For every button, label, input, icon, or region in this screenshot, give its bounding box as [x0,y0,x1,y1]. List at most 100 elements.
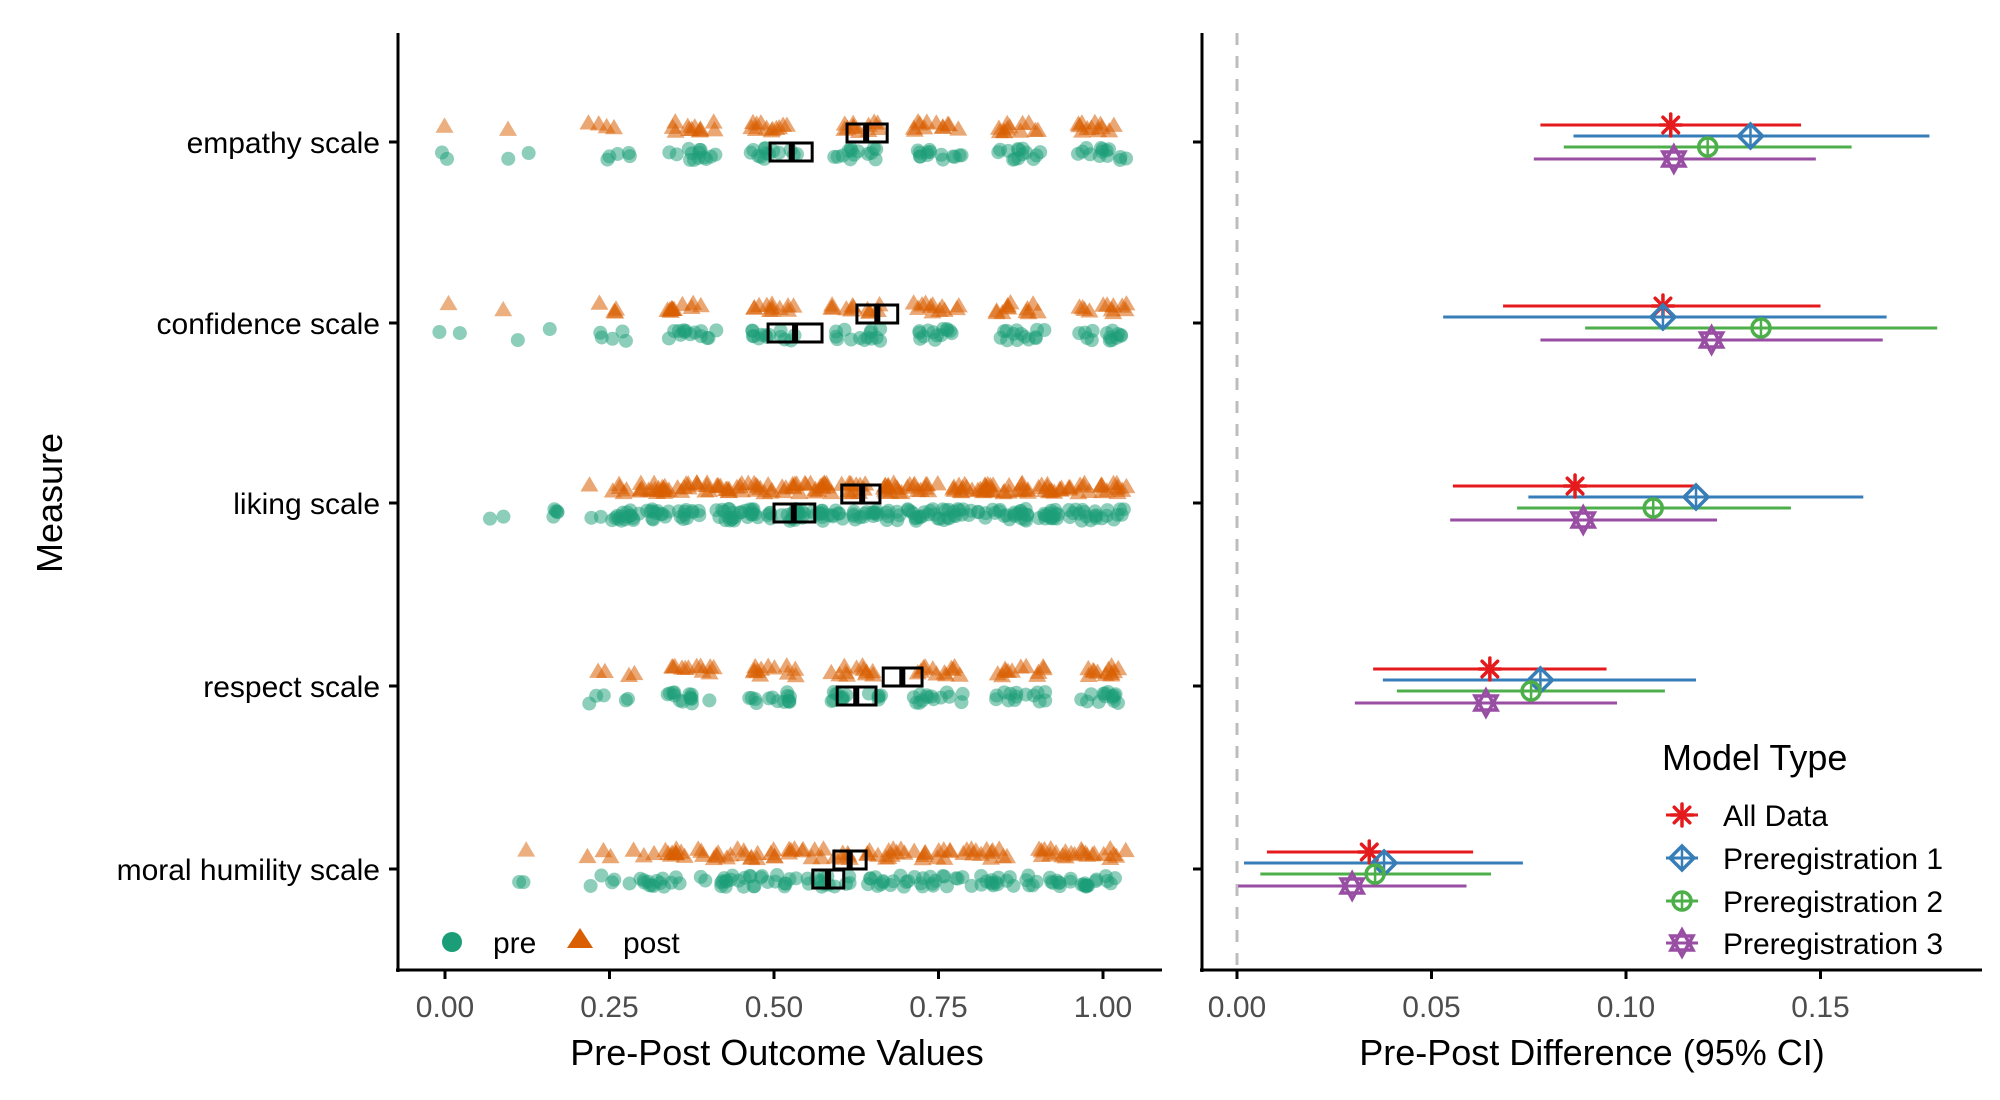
pre-point [865,505,880,520]
post-point [1013,474,1032,490]
pre-point [632,506,647,521]
estimate-point [1565,476,1585,496]
post-point [1080,302,1099,318]
post-point [691,120,710,136]
model-type-legend: Model Type All Data Preregistration 1 Prer… [1662,737,1943,961]
pre-point [1089,872,1104,887]
pre-point [1092,149,1107,164]
post-point [604,118,623,135]
post-point [689,840,708,856]
post-point [774,116,793,132]
pre-point [1074,692,1089,707]
pre-point [496,509,511,524]
right-x-tick-label: 0.05 [1402,991,1460,1024]
pre-point [683,691,698,706]
legend-item-label: Preregistration 2 [1723,886,1943,919]
pre-point [843,152,858,167]
left-x-axis-title: Pre-Post Outcome Values [570,1032,984,1073]
post-point [1018,483,1037,499]
post-point [1017,302,1036,319]
post-point [499,120,518,136]
post-point [642,481,661,498]
right-interval-layer [1238,112,1938,903]
post-point [1013,114,1032,130]
y-tick-label: respect scale [203,671,380,704]
pre-point [797,506,812,521]
pre-point [942,689,957,704]
legend-pre-marker [442,932,462,952]
post-point [818,478,837,494]
pre-point [683,152,698,167]
x-tick-label: 1.00 [1074,991,1132,1024]
pre-point [510,333,525,348]
pre-point [1072,506,1087,521]
pre-point [964,878,979,893]
pre-point [900,502,915,517]
post-point [857,663,876,679]
pre-point [693,143,708,158]
pre-point [912,145,927,160]
pre-point [912,324,927,339]
pre-point [605,331,620,346]
post-point [1104,116,1123,132]
pre-point [501,151,516,166]
pre-point [1078,325,1093,340]
post-point [1116,841,1135,858]
x-tick-label: 0.75 [909,991,967,1024]
post-point [760,301,779,318]
estimate-point [1661,115,1681,135]
pre-point [1079,879,1094,894]
pre-point [1011,142,1026,157]
x-tick-label: 0.50 [745,991,803,1024]
post-point [700,481,719,498]
post-point [904,294,923,310]
pre-point [589,688,604,703]
pre-point [1112,502,1127,517]
pre-point [913,687,928,702]
post-point [580,476,599,492]
post-point [439,294,458,311]
pre-point [941,502,956,517]
pre-point [1029,148,1044,163]
estimate-point [1338,877,1367,903]
legend-item-label: Preregistration 1 [1723,843,1943,876]
post-point [975,482,994,498]
pre-point [521,146,536,161]
pre-point [583,878,598,893]
pre-point [800,871,815,886]
pre-point [742,691,757,706]
pre-point [1113,150,1128,165]
pre-point [542,322,557,337]
pre-point [593,509,608,524]
pre-point [913,510,928,525]
post-point [704,113,723,129]
pre-point [452,326,467,341]
post-point [698,474,717,490]
legend-post-label: post [623,927,680,960]
right-x-ticks: 0.00 0.05 0.10 0.15 [1208,970,1850,1024]
post-point [719,482,738,498]
post-point [934,841,953,857]
pre-point [432,324,447,339]
pre-point [913,876,928,891]
estimate-point [1659,142,1688,168]
pre-point [1007,505,1022,520]
pre-point [991,870,1006,885]
pre-point [602,149,617,164]
right-y-ticks [1193,140,1202,871]
pre-point [844,332,859,347]
pre-point [881,509,896,524]
y-tick-label: liking scale [233,488,380,521]
pre-point [1026,688,1041,703]
pre-point [923,145,938,160]
right-panel: 0.00 0.05 0.10 0.15 Pre-Post Difference (95… [1193,33,1982,1073]
pre-point [615,324,630,339]
post-point [494,300,513,317]
post-point [957,841,976,857]
post-point [665,657,684,674]
post-point [905,121,924,137]
post-point [765,659,784,675]
pre-point [1063,871,1078,886]
post-point [935,301,954,317]
